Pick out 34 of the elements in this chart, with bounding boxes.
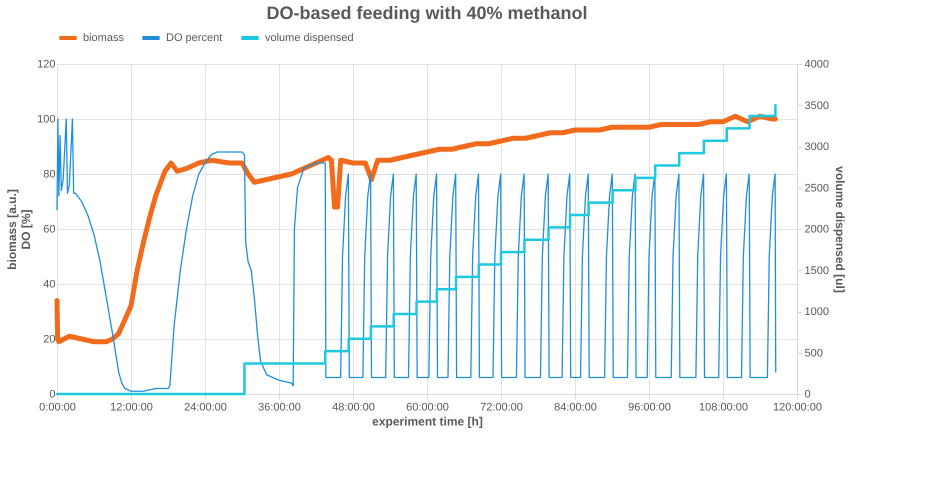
legend-label: volume dispensed bbox=[265, 32, 354, 44]
legend-label: biomass bbox=[83, 32, 124, 44]
y2-tick-label: 1500 bbox=[804, 264, 829, 277]
x-tick-label: 72:00:00 bbox=[480, 402, 523, 414]
y-tick-label: 0 bbox=[49, 388, 56, 400]
chart-title: DO-based feeding with 40% methanol bbox=[266, 3, 588, 23]
y-tick-label: 100 bbox=[37, 114, 56, 126]
x-tick-label: 60:00:00 bbox=[406, 402, 449, 414]
y2-axis-title: volume dispensed [ul] bbox=[832, 166, 847, 293]
y2-tick-label: 1000 bbox=[804, 306, 829, 318]
x-tick-label: 96:00:00 bbox=[628, 402, 671, 414]
y-tick-label: 80 bbox=[43, 168, 56, 180]
y-tick-label: 20 bbox=[43, 334, 56, 346]
y-tick-label: 120 bbox=[37, 58, 56, 70]
x-tick-label: 108:00:00 bbox=[699, 402, 748, 414]
x-tick-label: 24:00:00 bbox=[184, 402, 227, 414]
y2-tick-label: 3000 bbox=[804, 141, 829, 153]
legend-label: DO percent bbox=[166, 32, 222, 44]
y2-tick-label: 3500 bbox=[804, 100, 829, 112]
x-axis-title: experiment time [h] bbox=[372, 414, 483, 428]
y2-tick-label: 4000 bbox=[804, 58, 829, 70]
y2-tick-label: 500 bbox=[804, 347, 823, 360]
x-tick-label: 12:00:00 bbox=[110, 402, 153, 414]
y-tick-label: 60 bbox=[43, 224, 56, 236]
x-tick-label: 84:00:00 bbox=[554, 402, 597, 414]
y2-tick-label: 0 bbox=[804, 388, 811, 400]
y-axis-title: biomass [a.u.] DO [%] bbox=[5, 189, 34, 270]
x-tick-label: 48:00:00 bbox=[332, 402, 375, 414]
x-tick-label: 0:00:00 bbox=[39, 402, 76, 414]
y-tick-label: 40 bbox=[43, 278, 56, 290]
y2-tick-label: 2500 bbox=[804, 182, 829, 194]
x-tick-label: 36:00:00 bbox=[258, 402, 301, 414]
y2-tick-label: 2000 bbox=[804, 224, 829, 236]
x-tick-label: 120:00:00 bbox=[773, 402, 822, 414]
